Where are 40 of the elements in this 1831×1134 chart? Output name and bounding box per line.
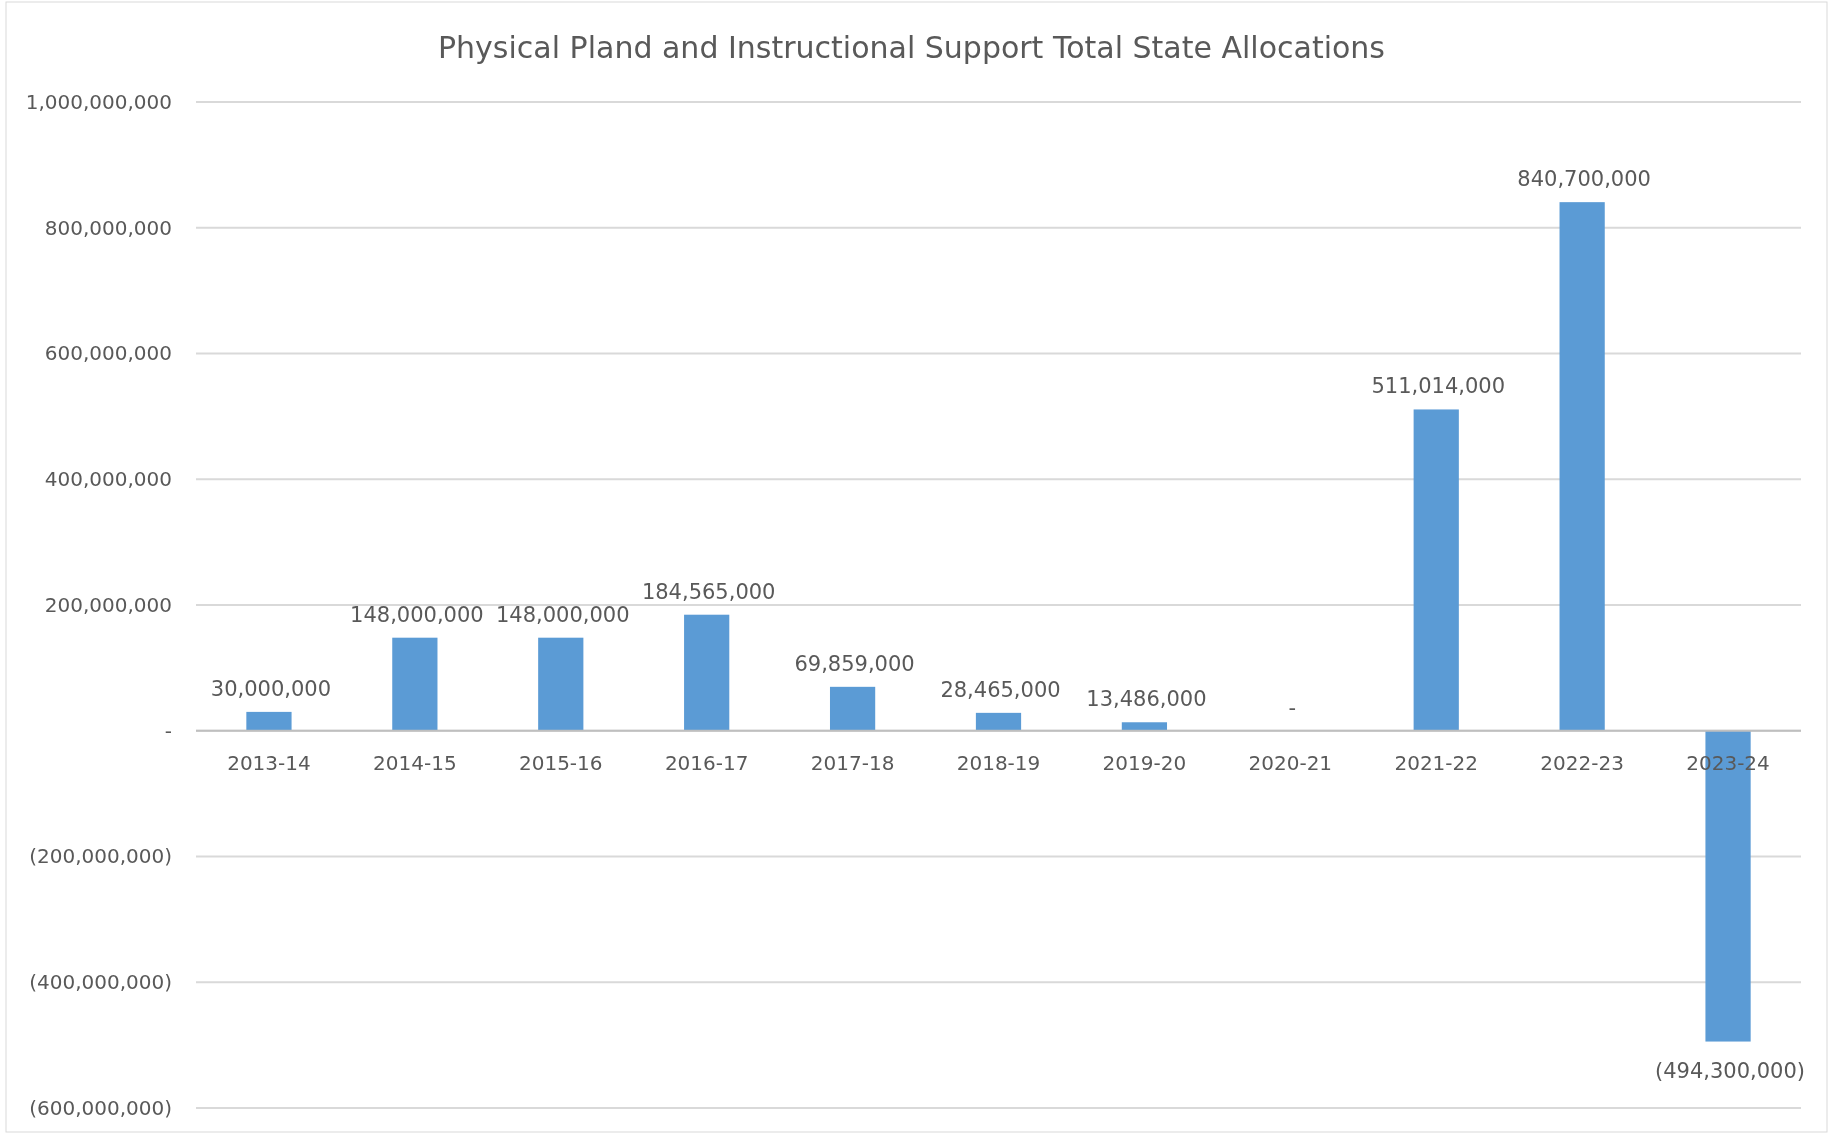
data-label: 148,000,000 xyxy=(350,602,484,627)
x-tick-label: 2020-21 xyxy=(1248,750,1333,775)
y-tick-label: (200,000,000) xyxy=(29,844,172,869)
y-tick-label: (600,000,000) xyxy=(29,1095,172,1120)
x-tick-label: 2018-19 xyxy=(956,750,1041,775)
y-tick-label: 1,000,000,000 xyxy=(25,89,172,114)
x-tick-label: 2019-20 xyxy=(1102,750,1187,775)
y-tick-label: 400,000,000 xyxy=(44,467,172,492)
y-tick-label: (400,000,000) xyxy=(29,970,172,995)
data-label: 148,000,000 xyxy=(495,602,630,627)
bar xyxy=(829,686,876,731)
data-label: 30,000,000 xyxy=(210,676,332,701)
x-tick-label: 2015-16 xyxy=(518,750,603,775)
x-tick-label: 2021-22 xyxy=(1394,750,1479,775)
data-label: 13,486,000 xyxy=(1086,687,1207,712)
bar xyxy=(1121,722,1168,731)
bar xyxy=(538,637,584,731)
y-tick-label: - xyxy=(164,718,172,743)
bar xyxy=(1559,202,1605,731)
data-label: 28,465,000 xyxy=(940,677,1061,702)
y-tick-label: 200,000,000 xyxy=(44,592,172,617)
y-tick-label: 800,000,000 xyxy=(44,215,172,240)
bar xyxy=(246,711,292,731)
chart-title: Physical Pland and Instructional Support Total State Allocations xyxy=(438,30,1385,65)
x-tick-label: 2022-23 xyxy=(1540,750,1624,775)
bar xyxy=(392,637,438,731)
data-label: (494,300,000) xyxy=(1655,1058,1806,1083)
bar xyxy=(1413,409,1459,731)
data-label: 69,859,000 xyxy=(794,651,915,676)
data-label: - xyxy=(1288,695,1297,720)
x-tick-label: 2014-15 xyxy=(373,750,457,775)
x-tick-label: 2013-14 xyxy=(227,750,311,775)
x-tick-label: 2016-17 xyxy=(664,750,749,775)
data-label: 840,700,000 xyxy=(1517,167,1651,192)
y-tick-label: 600,000,000 xyxy=(44,341,172,366)
x-tick-label: 2017-18 xyxy=(810,750,895,775)
data-label: 184,565,000 xyxy=(641,579,776,604)
bar xyxy=(975,712,1022,731)
bar xyxy=(684,614,730,731)
data-label: 511,014,000 xyxy=(1371,374,1506,399)
